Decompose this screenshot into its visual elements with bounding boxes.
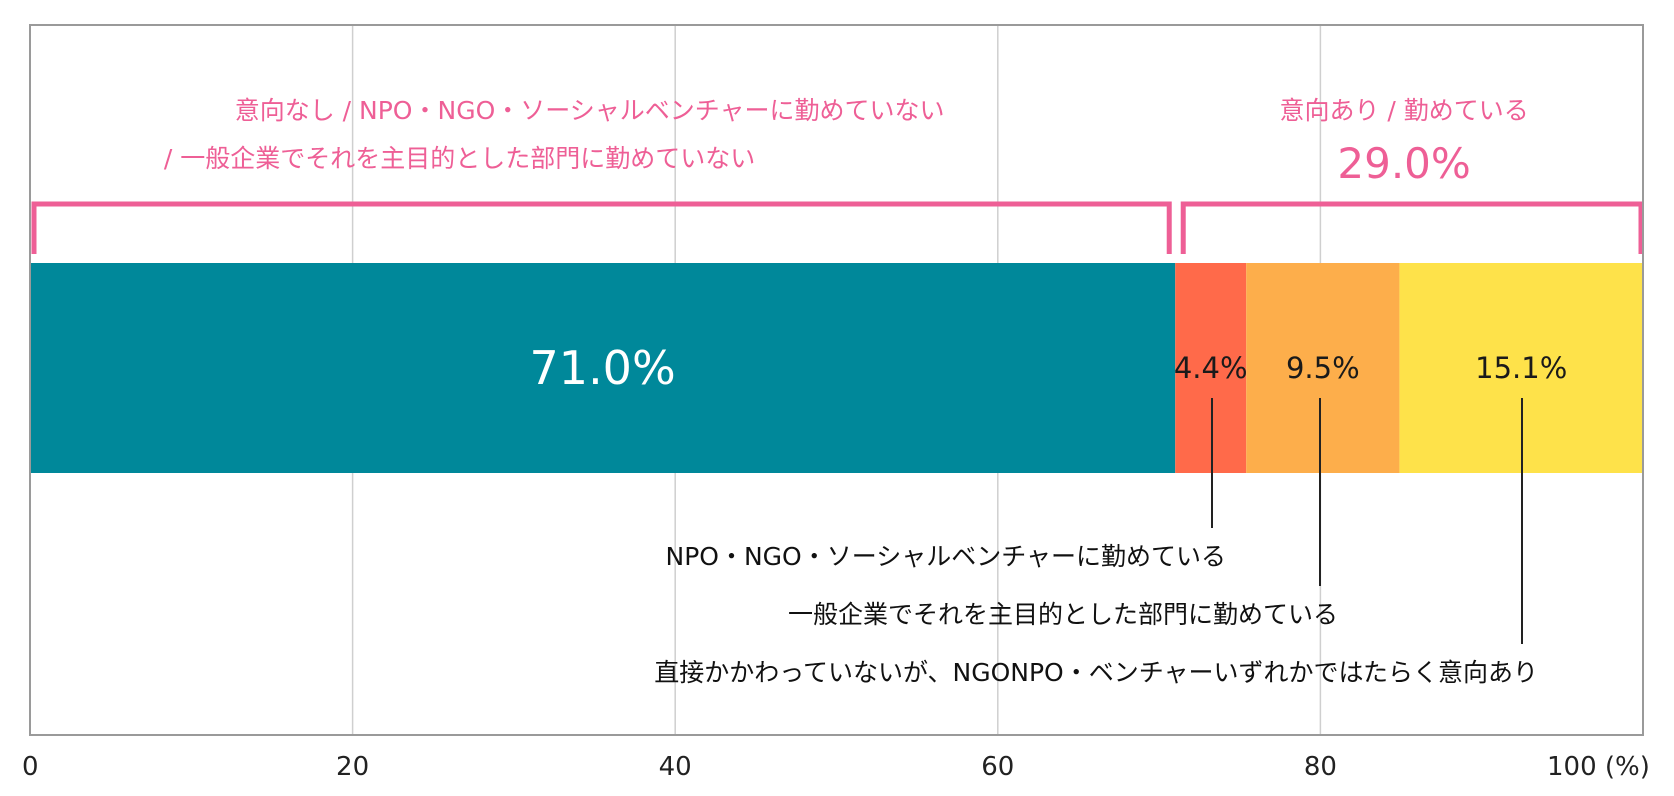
x-tick-label: 0 bbox=[22, 752, 39, 782]
bar-segments bbox=[30, 263, 1643, 473]
category-label-3: 直接かかわっていないが、NGONPO・ベンチャーいずれかではたらく意向あり bbox=[654, 658, 1538, 687]
data-label-3: 9.5% bbox=[1286, 351, 1360, 385]
x-axis-ticks: 0 20 40 60 80 100 (%) bbox=[22, 752, 1650, 782]
data-label-4: 15.1% bbox=[1475, 351, 1567, 385]
bar-segment-2 bbox=[1175, 263, 1247, 473]
brace-right bbox=[1180, 201, 1644, 254]
category-label-1: NPO・NGO・ソーシャルベンチャーに勤めている bbox=[666, 542, 1226, 571]
plot-frame bbox=[29, 24, 1644, 736]
x-tick-label: 40 bbox=[659, 752, 692, 782]
left-brace-label-line2: / 一般企業でそれを主目的とした部門に勤めていない bbox=[164, 144, 755, 173]
x-tick-label: 80 bbox=[1304, 752, 1337, 782]
left-brace-label-line1: 意向なし / NPO・NGO・ソーシャルベンチャーに勤めていない bbox=[235, 96, 945, 125]
brace-left bbox=[31, 201, 1172, 254]
x-tick-label: 20 bbox=[336, 752, 369, 782]
braces: 意向なし / NPO・NGO・ソーシャルベンチャーに勤めていない / 一般企業でそ… bbox=[31, 96, 1644, 254]
x-tick-label: 100 (%) bbox=[1547, 752, 1650, 782]
bar-segment-1 bbox=[30, 263, 1176, 473]
bar-segment-3 bbox=[1246, 263, 1400, 473]
category-label-2: 一般企業でそれを主目的とした部門に勤めている bbox=[788, 600, 1338, 629]
labels: 71.0% 4.4% 9.5% 15.1% NPO・NGO・ソーシャルベンチャーに勤めて… bbox=[530, 341, 1568, 687]
right-brace-label: 意向あり / 勤めている bbox=[1279, 96, 1528, 125]
data-label-1: 71.0% bbox=[530, 341, 676, 395]
right-brace-total: 29.0% bbox=[1337, 139, 1470, 188]
x-tick-label: 60 bbox=[981, 752, 1014, 782]
data-label-2: 4.4% bbox=[1174, 351, 1248, 385]
